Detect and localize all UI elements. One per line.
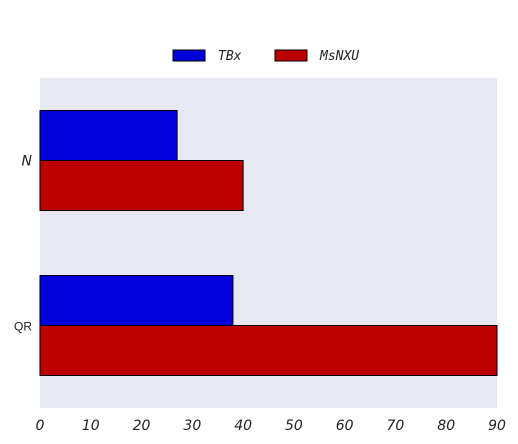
legend-label: MsNXU — [319, 49, 359, 64]
bar-MsNXU-QR — [39, 325, 498, 376]
bar-TBx-QR — [39, 275, 234, 326]
x-tick-label: 20 — [133, 418, 151, 434]
category-label: QR — [14, 320, 32, 334]
bar-TBx-N — [39, 110, 178, 161]
legend-swatch — [274, 49, 308, 62]
legend-label: TBx — [218, 49, 242, 64]
x-tick-label: 70 — [387, 418, 405, 434]
x-tick-label: 0 — [36, 418, 45, 434]
bar-MsNXU-N — [39, 160, 244, 211]
x-tick-label: 90 — [488, 418, 506, 434]
x-tick-label: 80 — [437, 418, 455, 434]
legend: TBx MsNXU — [172, 49, 359, 64]
legend-swatch — [172, 49, 206, 62]
bars-layer — [39, 110, 498, 376]
category-label: N — [22, 154, 33, 170]
x-axis-ticks: 0 10 20 30 40 50 60 70 80 90 — [36, 418, 506, 434]
x-tick-label: 10 — [82, 418, 100, 434]
x-tick-label: 30 — [183, 418, 201, 434]
x-tick-label: 40 — [234, 418, 252, 434]
x-tick-label: 60 — [336, 418, 354, 434]
x-tick-label: 50 — [285, 418, 303, 434]
y-axis-categories: N QR — [14, 154, 33, 334]
